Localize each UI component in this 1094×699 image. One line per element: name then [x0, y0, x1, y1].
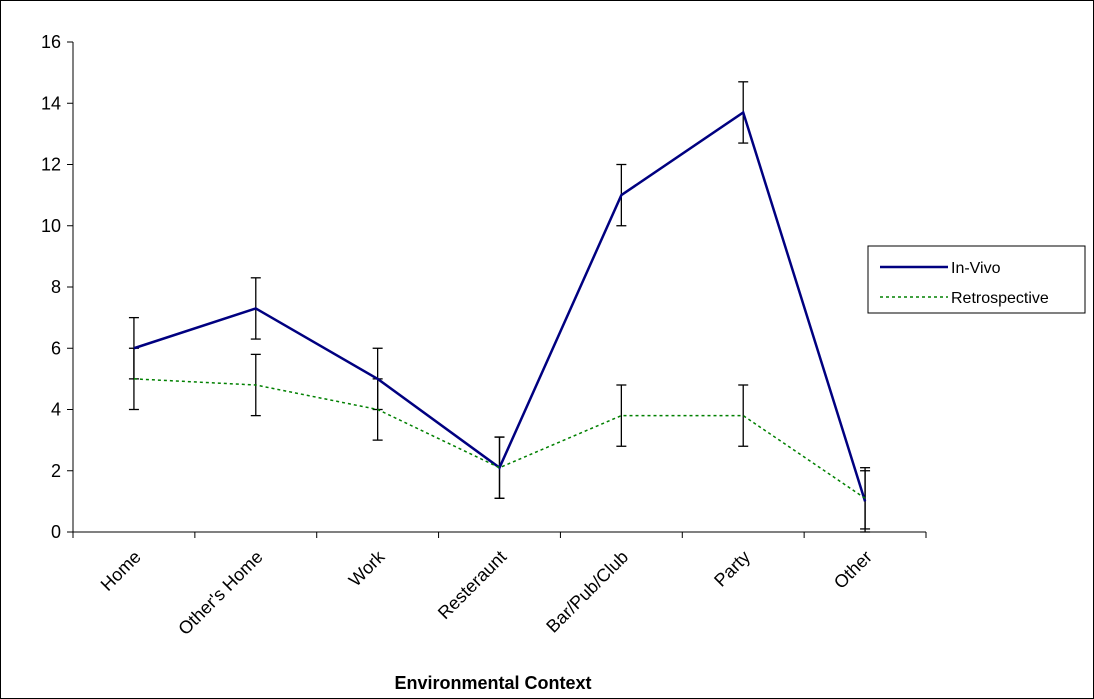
x-tick-label: Home — [97, 547, 145, 595]
y-tick-label: 14 — [41, 93, 61, 113]
legend-label: In-Vivo — [951, 260, 1001, 277]
x-axis-ticks: Home Other's Home Work Resteraunt Bar/Pub/Cl… — [72, 532, 927, 639]
x-axis-title: Environmental Context — [394, 673, 591, 693]
legend-box — [867, 245, 1086, 314]
y-tick-label: 10 — [41, 216, 61, 236]
y-tick-label: 2 — [51, 461, 61, 481]
x-tick-label: Resteraunt — [434, 547, 510, 623]
error-bars — [128, 81, 871, 533]
y-axis-ticks: 0 2 4 6 8 10 12 14 16 — [41, 32, 73, 542]
series-lines — [133, 110, 867, 502]
x-tick-label: Other — [830, 547, 876, 593]
y-tick-label: 4 — [51, 400, 61, 420]
y-tick-label: 0 — [51, 522, 61, 542]
legend-label: Retrospective — [951, 290, 1049, 307]
y-tick-label: 16 — [41, 32, 61, 52]
y-tick-label: 8 — [51, 277, 61, 297]
y-tick-label: 12 — [41, 155, 61, 175]
x-tick-label: Party — [710, 547, 754, 591]
y-tick-label: 6 — [51, 338, 61, 358]
x-tick-label: Work — [345, 546, 389, 590]
x-tick-label: Other's Home — [174, 547, 266, 639]
x-tick-label: Bar/Pub/Club — [542, 547, 632, 637]
legend: In-Vivo Retrospective — [867, 245, 1086, 314]
